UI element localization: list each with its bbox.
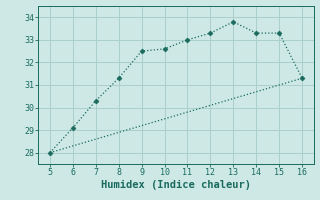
X-axis label: Humidex (Indice chaleur): Humidex (Indice chaleur) xyxy=(101,180,251,190)
